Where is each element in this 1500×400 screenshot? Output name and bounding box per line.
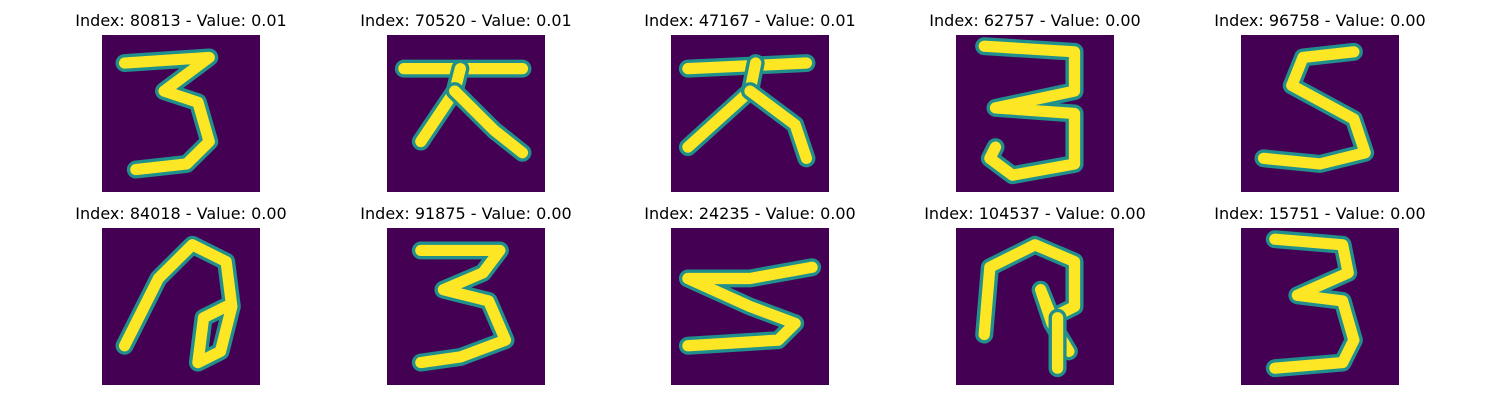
- digit-image: [102, 35, 260, 192]
- panel-title: Index: 96758 - Value: 0.00: [1200, 11, 1440, 31]
- panel-title: Index: 62757 - Value: 0.00: [915, 11, 1155, 31]
- digit-image: [1241, 228, 1399, 385]
- digit-glyph-three-a: [102, 35, 260, 192]
- digit-glyph-loop-b: [956, 228, 1114, 385]
- digit-image: [387, 228, 545, 385]
- digit-glyph-loop-a: [102, 228, 260, 385]
- digit-image: [671, 228, 829, 385]
- digit-image: [387, 35, 545, 192]
- digit-image: [671, 35, 829, 192]
- digit-image: [956, 35, 1114, 192]
- digit-image: [1241, 35, 1399, 192]
- digit-glyph-five-a: [1241, 35, 1399, 192]
- panel-title: Index: 15751 - Value: 0.00: [1200, 204, 1440, 224]
- digit-image: [956, 228, 1114, 385]
- panel-title: Index: 70520 - Value: 0.01: [346, 11, 586, 31]
- digit-glyph-three-b: [956, 35, 1114, 192]
- digit-glyph-three-c: [387, 228, 545, 385]
- digit-glyph-dae-a: [387, 35, 545, 192]
- panel-title: Index: 84018 - Value: 0.00: [61, 204, 301, 224]
- panel-title: Index: 91875 - Value: 0.00: [346, 204, 586, 224]
- digit-glyph-dae-b: [671, 35, 829, 192]
- digit-glyph-five-b: [671, 228, 829, 385]
- panel-title: Index: 80813 - Value: 0.01: [61, 11, 301, 31]
- digit-image: [102, 228, 260, 385]
- digit-glyph-three-d: [1241, 228, 1399, 385]
- panel-title: Index: 104537 - Value: 0.00: [915, 204, 1155, 224]
- panel-title: Index: 47167 - Value: 0.01: [630, 11, 870, 31]
- panel-title: Index: 24235 - Value: 0.00: [630, 204, 870, 224]
